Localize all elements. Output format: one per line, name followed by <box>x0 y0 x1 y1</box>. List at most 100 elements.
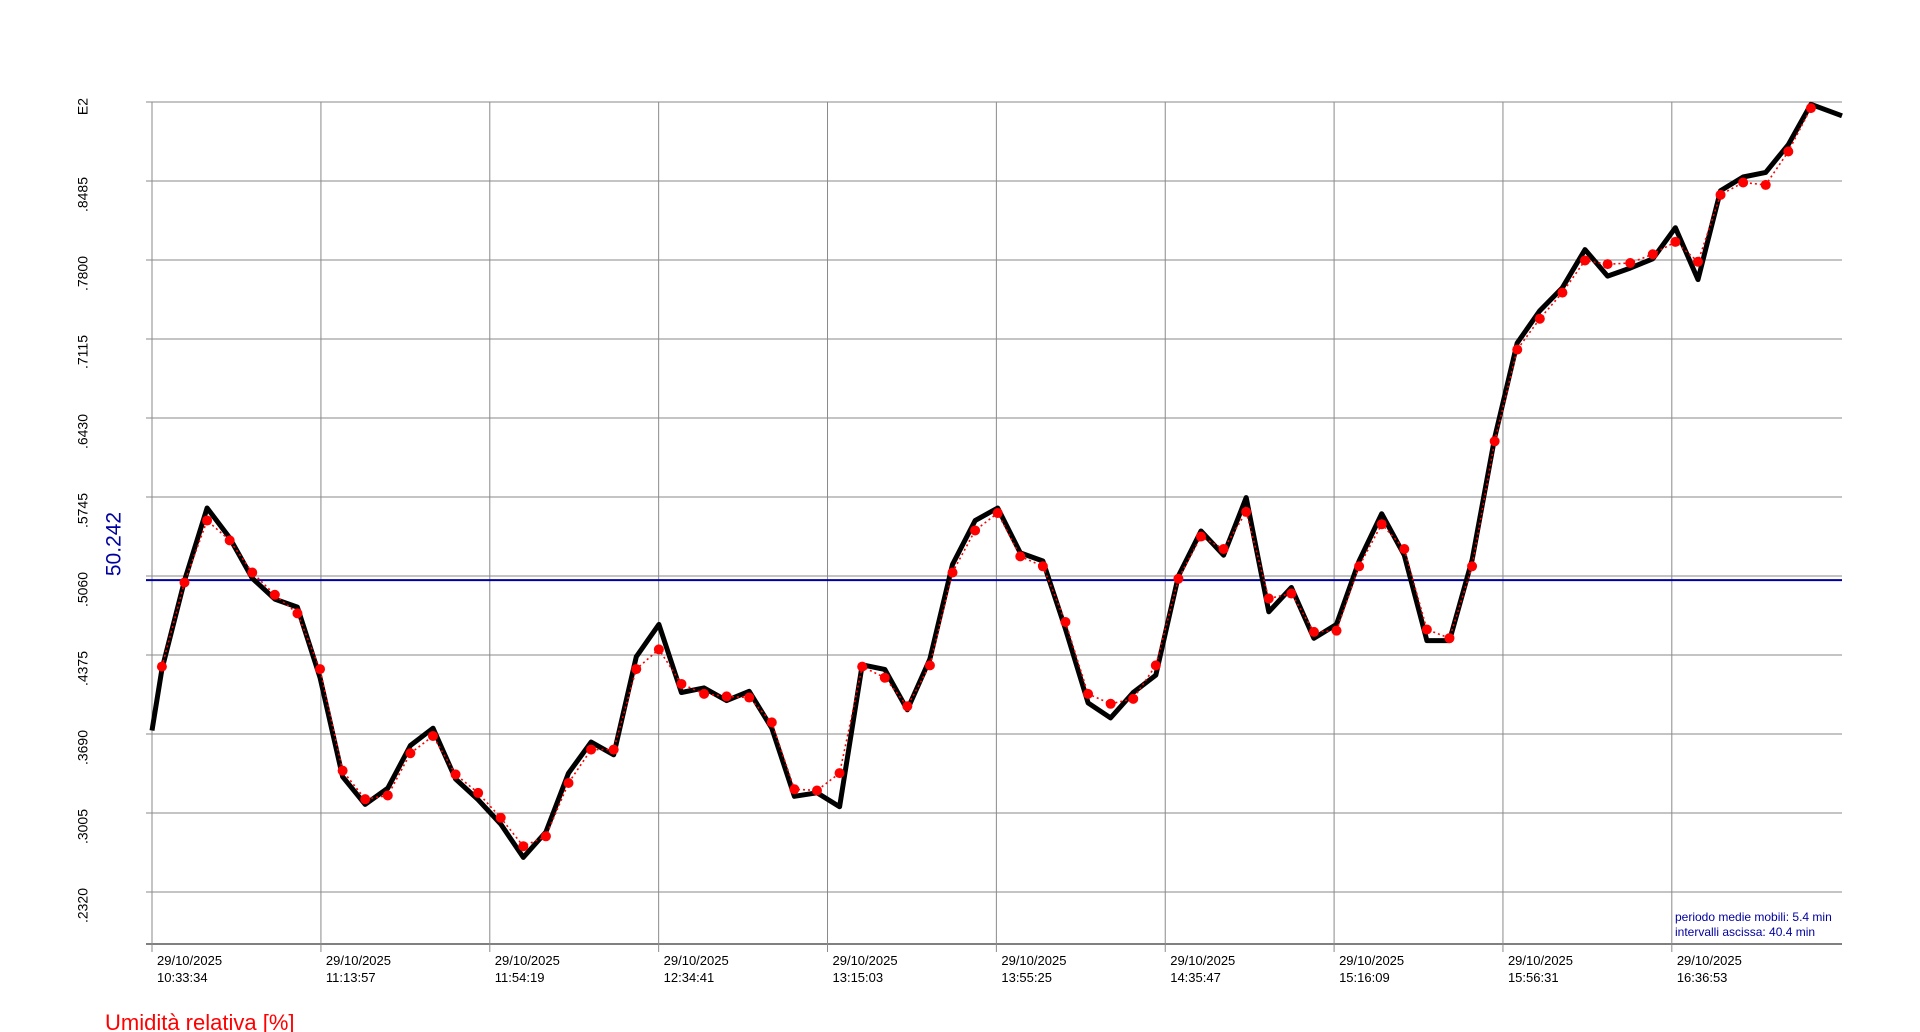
moving-average-point <box>1534 313 1545 324</box>
y-tick-label: .5745 <box>75 493 91 528</box>
y-tick-label: .7800 <box>75 256 91 291</box>
moving-average-point <box>902 701 913 712</box>
y-tick-label: .3690 <box>75 730 91 765</box>
moving-average-point <box>382 790 393 801</box>
moving-average-point <box>970 525 981 536</box>
moving-average-point <box>924 660 935 671</box>
moving-average-point <box>1512 344 1523 355</box>
moving-average-point <box>179 577 190 588</box>
x-tick-label: 29/10/2025 11:13:57 <box>326 953 391 985</box>
moving-average-point <box>156 661 167 672</box>
moving-average-point <box>992 508 1003 519</box>
x-tick-label: 29/10/2025 10:33:34 <box>157 953 222 985</box>
moving-average-point <box>608 744 619 755</box>
note: intervalli ascissa: 40.4 min <box>1675 925 1815 939</box>
moving-average-point <box>1760 179 1771 190</box>
moving-average-point <box>1444 633 1455 644</box>
moving-average-point <box>427 730 438 741</box>
moving-average-point <box>1286 588 1297 599</box>
moving-average-point <box>315 664 326 675</box>
y-tick-label: E2 <box>75 98 91 115</box>
y-tick-label: .4375 <box>75 651 91 686</box>
y-tick-label: .6430 <box>75 414 91 449</box>
moving-average-point <box>247 567 258 578</box>
moving-average-point <box>766 717 777 728</box>
moving-average-point <box>473 787 484 798</box>
moving-average-point <box>744 692 755 703</box>
moving-average-point <box>1037 561 1048 572</box>
moving-average-point <box>1331 625 1342 636</box>
moving-average-point <box>1557 287 1568 298</box>
raw-line <box>149 101 1843 860</box>
moving-average-point <box>1376 519 1387 530</box>
moving-average-point <box>699 688 710 699</box>
moving-average-point <box>834 768 845 779</box>
note: periodo medie mobili: 5.4 min <box>1675 910 1832 924</box>
x-tick-label: 29/10/2025 13:15:03 <box>833 953 898 985</box>
moving-average-point <box>450 769 461 780</box>
y-tick-label: .7115 <box>75 335 91 369</box>
x-tick-label: 29/10/2025 15:56:31 <box>1508 953 1573 985</box>
y-tick-label: .2320 <box>75 888 91 923</box>
moving-average-point <box>653 644 664 655</box>
y-tick-label: .8485 <box>75 177 91 212</box>
moving-average-point <box>1150 660 1161 671</box>
x-tick-label: 29/10/2025 13:55:25 <box>1001 953 1066 985</box>
x-tick-label: 29/10/2025 14:35:47 <box>1170 953 1235 985</box>
moving-average-point <box>563 778 574 789</box>
y-tick-label: .3005 <box>75 809 91 844</box>
x-tick-label: 29/10/2025 15:16:09 <box>1339 953 1404 985</box>
moving-average-point <box>1489 436 1500 447</box>
moving-average-point <box>1195 531 1206 542</box>
moving-average-point <box>1625 257 1636 268</box>
moving-average-point <box>1467 561 1478 572</box>
moving-average-point <box>1218 544 1229 555</box>
x-tick-label: 29/10/2025 16:36:53 <box>1677 953 1742 985</box>
moving-average-point <box>1715 189 1726 200</box>
moving-average-point <box>1580 255 1591 266</box>
moving-average-point <box>1805 103 1816 114</box>
moving-average-point <box>1173 573 1184 584</box>
moving-average-point <box>495 812 506 823</box>
moving-average-line <box>161 107 1812 847</box>
y-tick-label: .5060 <box>75 572 91 607</box>
moving-average-point <box>1308 626 1319 637</box>
moving-average-point <box>518 841 529 852</box>
moving-average-point <box>1015 551 1026 562</box>
moving-average-point <box>1647 249 1658 260</box>
reference-label: 50.242 <box>103 512 126 576</box>
moving-average-point <box>224 535 235 546</box>
moving-average-point <box>879 672 890 683</box>
x-tick-label: 29/10/2025 11:54:19 <box>495 953 560 985</box>
moving-average-point <box>789 784 800 795</box>
moving-average-point <box>811 785 822 796</box>
moving-average-point <box>721 691 732 702</box>
moving-average-point <box>1783 146 1794 157</box>
moving-average-point <box>1602 259 1613 270</box>
moving-average-point <box>857 661 868 672</box>
moving-average-point <box>1128 693 1139 704</box>
moving-average-point <box>586 744 597 755</box>
moving-average-point <box>1399 544 1410 555</box>
moving-average-point <box>1060 617 1071 628</box>
moving-average-point <box>1670 236 1681 247</box>
moving-average-point <box>1738 177 1749 188</box>
moving-average-point <box>1354 561 1365 572</box>
moving-average-point <box>947 567 958 578</box>
moving-average-point <box>1263 593 1274 604</box>
moving-average-point <box>202 515 213 526</box>
moving-average-point <box>1692 256 1703 267</box>
y-axis-title: Umidità relativa [%] <box>105 1010 295 1032</box>
moving-average-point <box>1083 688 1094 699</box>
moving-average-point <box>1105 698 1116 709</box>
moving-average-point <box>631 664 642 675</box>
moving-average-point <box>292 608 303 619</box>
moving-average-point <box>405 748 416 759</box>
moving-average-point <box>337 765 348 776</box>
moving-average-point <box>360 794 371 805</box>
moving-average-point <box>540 831 551 842</box>
moving-average-point <box>1241 506 1252 517</box>
moving-average-point <box>269 589 280 600</box>
